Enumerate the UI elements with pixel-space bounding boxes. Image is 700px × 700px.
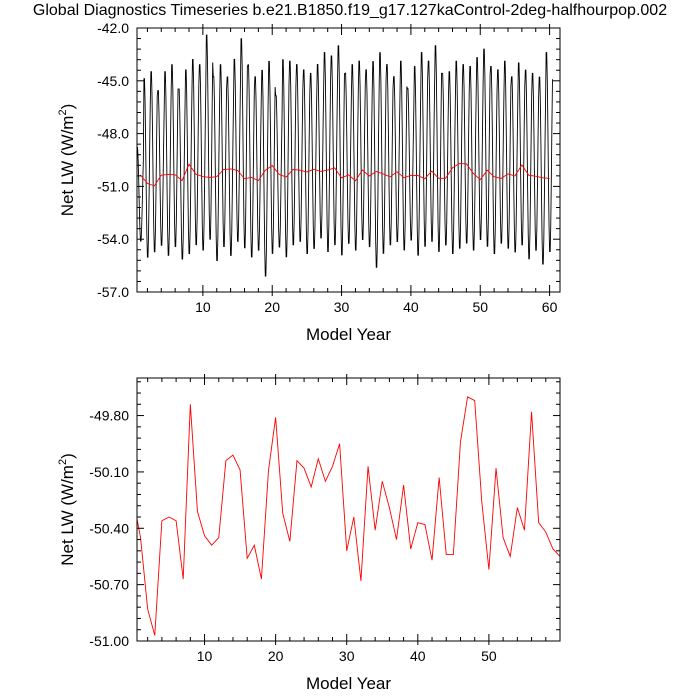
x-tick-label: 30 (339, 648, 355, 664)
y-tick-label: -51.0 (97, 178, 129, 194)
x-tick-label: 20 (264, 299, 280, 315)
y-tick-label: -49.80 (89, 408, 129, 424)
series-line-0 (137, 396, 560, 636)
y-axis-label-superscript: 2 (57, 109, 69, 115)
y-axis-label-main: Net LW (W/m (58, 465, 77, 566)
series-line-0 (137, 34, 553, 277)
figure-title: Global Diagnostics Timeseries b.e21.B185… (32, 2, 668, 19)
y-tick-label: -57.0 (97, 284, 129, 300)
x-tick-label: 50 (481, 648, 497, 664)
y-tick-label: -50.70 (89, 577, 129, 593)
plot-frame (136, 377, 561, 642)
y-axis-label-superscript: 2 (57, 459, 69, 465)
y-tick-label: -48.0 (97, 126, 129, 142)
y-tick-label: -51.00 (89, 633, 129, 649)
y-tick-label: -45.0 (97, 73, 129, 89)
x-tick-label: 40 (410, 648, 426, 664)
y-tick-label: -50.40 (89, 520, 129, 536)
y-axis-label-close: ) (58, 104, 77, 110)
y-axis-label: Net LW (W/m2) (57, 453, 77, 566)
y-axis-label-main: Net LW (W/m (58, 116, 77, 217)
top-panel: -57.0 -54.0 -51.0 -48.0 -45.0 -42.0 10 20 30 40 50… (57, 20, 561, 344)
x-tick-label: 10 (195, 299, 211, 315)
y-tick-label: -50.10 (89, 464, 129, 480)
x-tick-label: 50 (472, 299, 488, 315)
y-axis-label-close: ) (58, 453, 77, 459)
series-line-1 (140, 163, 550, 187)
plot-frame (136, 27, 561, 293)
x-axis-label: Model Year (306, 674, 391, 693)
y-tick-label: -42.0 (97, 20, 129, 36)
x-tick-label: 60 (542, 299, 558, 315)
y-axis-label: Net LW (W/m2) (57, 104, 77, 217)
x-tick-label: 40 (403, 299, 419, 315)
x-axis-label: Model Year (306, 325, 391, 344)
x-tick-label: 10 (197, 648, 213, 664)
x-tick-label: 30 (334, 299, 350, 315)
x-tick-label: 20 (268, 648, 284, 664)
y-tick-label: -54.0 (97, 231, 129, 247)
bottom-panel: -51.00 -50.70 -50.40 -50.10 -49.80 10 20 30 40 50… (57, 374, 561, 693)
